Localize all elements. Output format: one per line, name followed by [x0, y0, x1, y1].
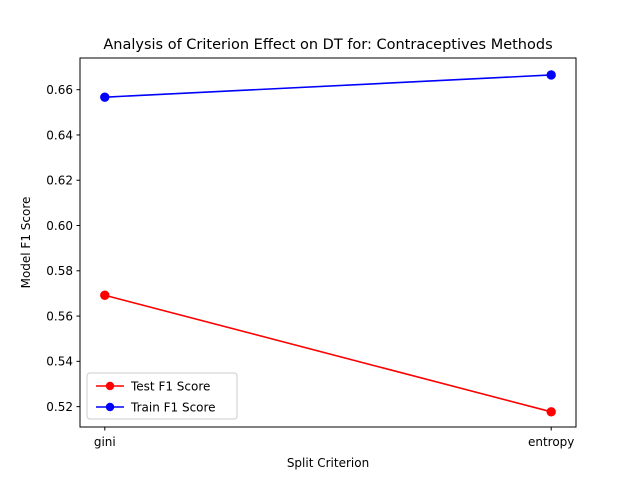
y-tick-label: 0.66	[46, 83, 73, 97]
legend-label: Test F1 Score	[130, 379, 210, 393]
y-tick-label: 0.56	[46, 309, 73, 323]
series-layer	[100, 70, 556, 417]
data-point	[100, 92, 110, 102]
series-line	[104, 74, 552, 98]
data-point	[546, 407, 556, 417]
x-axis-label: Split Criterion	[287, 456, 369, 470]
legend: Test F1 Score Train F1 Score	[86, 372, 238, 420]
y-tick-label: 0.58	[46, 264, 73, 278]
y-axis: 0.52 0.54 0.56 0.58 0.60 0.62 0.64 0.66	[46, 83, 80, 414]
y-tick-label: 0.52	[46, 400, 73, 414]
data-point	[546, 70, 556, 80]
y-axis-label: Model F1 Score	[19, 197, 33, 289]
x-tick-label: entropy	[528, 435, 574, 449]
legend-box	[86, 372, 238, 420]
y-tick-label: 0.54	[46, 355, 73, 369]
series-line	[104, 294, 552, 413]
y-tick-label: 0.62	[46, 174, 73, 188]
legend-marker	[105, 381, 115, 391]
x-tick-label: gini	[94, 435, 116, 449]
chart-title: Analysis of Criterion Effect on DT for: …	[103, 37, 552, 53]
y-tick-label: 0.60	[46, 219, 73, 233]
axes-frame	[79, 57, 577, 428]
x-axis: gini entropy	[94, 427, 574, 449]
legend-label: Train F1 Score	[130, 400, 216, 414]
y-tick-label: 0.64	[46, 128, 73, 142]
data-point	[100, 290, 110, 300]
legend-marker	[105, 402, 115, 412]
